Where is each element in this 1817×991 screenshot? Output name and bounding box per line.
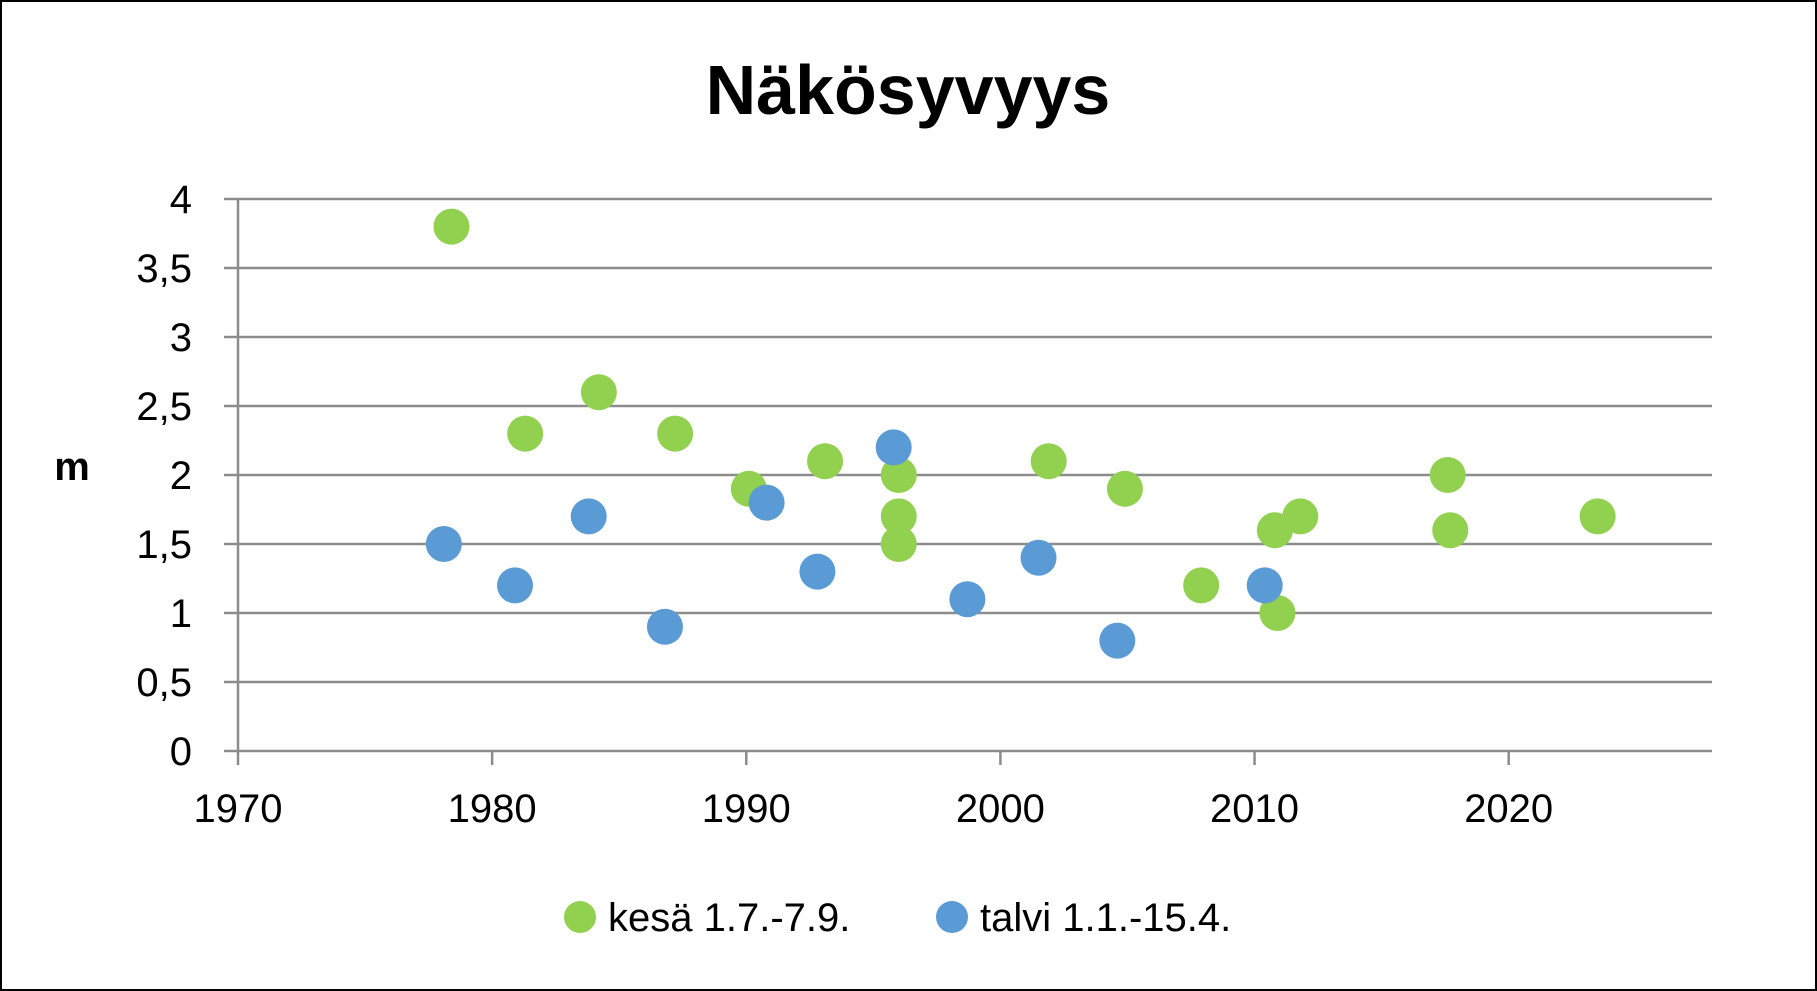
y-tick-label: 1,5 [136, 523, 192, 567]
talvi-data-point [1099, 622, 1136, 659]
kesa-data-point [1030, 443, 1067, 480]
kesa-data-point [1579, 498, 1616, 535]
legend: kesä 1.7.-7.9. talvi 1.1.-15.4. [564, 896, 1231, 940]
talvi-data-point [748, 484, 785, 521]
legend-marker [564, 901, 596, 933]
talvi-data-point [875, 429, 912, 466]
grid-lines [238, 197, 1712, 684]
y-tick-label: 2,5 [136, 385, 192, 429]
kesa-data-point [1432, 512, 1469, 549]
talvi-data-point [646, 608, 683, 645]
talvi-data-point [1246, 567, 1283, 604]
y-axis-label: m [54, 445, 90, 489]
talvi-data-point [570, 498, 607, 535]
tick-labels: 0 0,5 1 1,5 2 2,5 3 3,5 4 1970 1980 1990 2000 2010 202… [136, 178, 1553, 831]
kesa-data-point [1259, 595, 1296, 631]
y-tick-label: 0 [170, 730, 192, 774]
y-tick-label: 4 [170, 178, 192, 222]
kesa-data-point [807, 443, 844, 480]
axes [224, 197, 1712, 765]
y-tick-label: 0,5 [136, 661, 192, 705]
x-tick-label: 1980 [448, 787, 537, 831]
kesa-data-point [657, 415, 694, 452]
legend-label: kesä 1.7.-7.9. [608, 896, 850, 940]
talvi-data-point [949, 581, 986, 618]
kesa-data-point [1429, 457, 1466, 493]
y-tick-label: 1 [170, 592, 192, 636]
kesa-data-point [880, 498, 917, 535]
kesa-data-point [880, 457, 917, 493]
talvi-data-point [1020, 539, 1057, 576]
talvi-data-point [799, 553, 836, 590]
y-tick-label: 3,5 [136, 247, 192, 291]
talvi-data-point [497, 567, 534, 604]
kesa-data-point [507, 415, 544, 452]
kesa-data-point [880, 526, 917, 562]
kesa-data-point [433, 208, 470, 245]
y-tick-label: 3 [170, 316, 192, 360]
x-tick-label: 1990 [702, 787, 791, 831]
legend-label: talvi 1.1.-15.4. [980, 896, 1231, 940]
x-tick-label: 2020 [1464, 787, 1553, 831]
kesa-data-point [1282, 498, 1319, 535]
x-tick-label: 2000 [956, 787, 1045, 831]
legend-marker [936, 901, 968, 933]
talvi-data-point [425, 526, 462, 562]
x-tick-label: 1970 [194, 787, 283, 831]
chart-title: Näkösyvyys [706, 51, 1111, 129]
data-points [425, 208, 1616, 659]
kesa-data-point [1106, 470, 1143, 507]
x-tick-label: 2010 [1210, 787, 1299, 831]
kesa-data-point [580, 374, 617, 411]
y-tick-label: 2 [170, 454, 192, 498]
kesa-data-point [1183, 567, 1220, 604]
